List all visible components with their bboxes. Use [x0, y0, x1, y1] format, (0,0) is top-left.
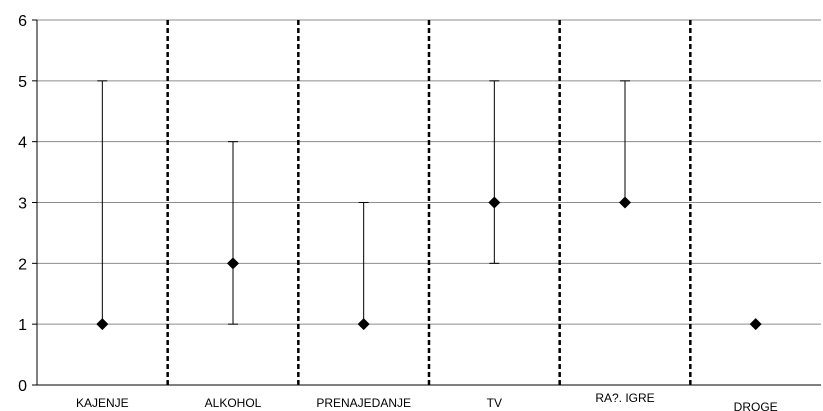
y-tick-labels: 0 1 2 3 4 5 6	[18, 13, 27, 395]
y-tick-label: 6	[18, 13, 27, 30]
category-label: RA?. IGRE	[595, 391, 654, 405]
category-separators	[166, 20, 692, 385]
data-point-tv	[488, 196, 501, 209]
data-point-prenajedanje	[357, 318, 370, 331]
data-point-ra-igre	[619, 196, 631, 209]
y-tick-label: 4	[18, 135, 27, 152]
category-labels: KAJENJE ALKOHOL PRENAJEDANJE TV RA?. IGRE DRO…	[76, 391, 778, 411]
category-label: DROGE	[734, 400, 778, 411]
y-tick-label: 5	[18, 74, 27, 91]
category-label: PRENAJEDANJE	[316, 396, 411, 410]
data-markers	[96, 196, 762, 331]
axes	[32, 19, 821, 386]
data-point-droge	[749, 318, 762, 331]
data-point-kajenje	[96, 318, 109, 331]
category-label: TV	[487, 396, 502, 410]
error-bars	[97, 80, 630, 325]
y-tick-label: 0	[18, 378, 27, 395]
y-tick-label: 2	[18, 256, 27, 273]
data-point-alkohol	[227, 257, 239, 270]
category-label: ALKOHOL	[205, 396, 262, 410]
y-tick-label: 1	[18, 317, 27, 334]
category-label: KAJENJE	[76, 396, 129, 410]
y-tick-label: 3	[18, 196, 27, 213]
